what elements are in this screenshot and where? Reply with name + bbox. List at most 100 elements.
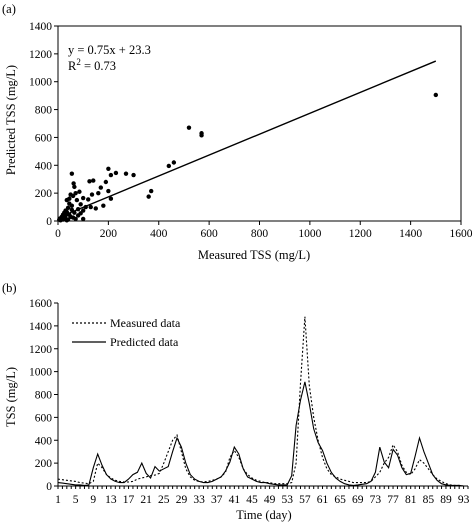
scatter-point-56 bbox=[101, 203, 106, 208]
panel-a-tick-labels: 0 200 400 600 800 1000 1200 1400 1600 0 200 400 600 8… bbox=[29, 21, 473, 240]
series-line-measured bbox=[57, 316, 468, 487]
panel-a-ytick-label-5: 1000 bbox=[29, 77, 52, 89]
scatter-point-11 bbox=[106, 166, 111, 171]
panel-a-xtick-label-3: 600 bbox=[201, 228, 219, 240]
panel-b-ytick-label-1: 200 bbox=[35, 458, 53, 470]
panel-b-xtick-label-15: 61 bbox=[317, 494, 329, 506]
scatter-point-49 bbox=[68, 214, 73, 220]
r2-label: R2 = 0.73 bbox=[68, 57, 116, 73]
panel-b-ytick-label-5: 1000 bbox=[29, 367, 52, 379]
scatter-point-30 bbox=[69, 171, 75, 176]
scatter-point-61 bbox=[77, 189, 82, 194]
scatter-point-29 bbox=[68, 192, 73, 197]
panel-b-ytick-label-7: 1400 bbox=[29, 321, 52, 333]
panel-b-xtick-label-18: 73 bbox=[370, 494, 382, 506]
scatter-point-23 bbox=[78, 202, 83, 207]
panel-b-xtick-label-21: 85 bbox=[423, 494, 435, 506]
panel-b-xtick-label-8: 33 bbox=[193, 494, 205, 506]
scatter-point-54 bbox=[88, 204, 93, 210]
scatter-point-34 bbox=[65, 205, 71, 210]
scatter-point-60 bbox=[69, 203, 75, 208]
series-line-predicted bbox=[57, 381, 468, 487]
scatter-point-8 bbox=[131, 172, 136, 178]
scatter-point-7 bbox=[146, 194, 151, 199]
scatter-point-10 bbox=[113, 170, 119, 176]
scatter-point-55 bbox=[93, 206, 98, 211]
panel-a-ytick-label-3: 600 bbox=[35, 132, 53, 144]
panel-a-xtick-label-4: 800 bbox=[251, 228, 269, 240]
panel-b-ytick-label-0: 0 bbox=[46, 481, 52, 493]
panel-b-xtick-label-5: 21 bbox=[140, 494, 152, 506]
scatter-point-25 bbox=[80, 208, 86, 213]
panel-a-ytick-label-7: 1400 bbox=[29, 21, 52, 33]
panel-b-xtick-label-2: 9 bbox=[90, 494, 96, 506]
panel-a-axes bbox=[54, 25, 462, 225]
panel-a-ytick-label-6: 1200 bbox=[29, 49, 52, 61]
panel-b-series bbox=[57, 316, 468, 487]
scatter-point-12 bbox=[108, 172, 114, 178]
panel-b-xlabel: Time (day) bbox=[236, 508, 291, 522]
panel-b-axes bbox=[54, 302, 469, 489]
panel-b-xtick-label-23: 93 bbox=[458, 494, 470, 506]
panel-b-xtick-label-4: 17 bbox=[123, 494, 135, 506]
scatter-point-20 bbox=[89, 192, 95, 197]
panel-b-xtick-label-6: 25 bbox=[158, 494, 170, 506]
scatter-point-27 bbox=[73, 190, 78, 196]
panel-a-ytick-label-0: 0 bbox=[46, 216, 52, 228]
panel-a-xtick-label-7: 1400 bbox=[399, 228, 422, 240]
panel-b-ytick-label-6: 1200 bbox=[29, 344, 52, 356]
panel-b-xtick-label-0: 1 bbox=[55, 494, 61, 506]
legend-label-predicted: Predicted data bbox=[110, 335, 179, 349]
legend: Measured data Predicted data bbox=[72, 316, 181, 349]
panel-b-xtick-label-3: 13 bbox=[105, 494, 117, 506]
panel-a-xtick-label-2: 400 bbox=[150, 228, 168, 240]
scatter-point-64 bbox=[71, 181, 76, 186]
scatter-point-53 bbox=[80, 216, 86, 222]
panel-a-fit-line bbox=[57, 60, 437, 219]
panel-a-ylabel: Predicted TSS (mg/L) bbox=[4, 65, 18, 175]
panel-b-xtick-label-11: 45 bbox=[246, 494, 258, 506]
panel-b-xtick-label-13: 53 bbox=[281, 494, 293, 506]
panel-b-xtick-label-20: 81 bbox=[405, 494, 417, 506]
fit-equation: y = 0.75x + 23.3 bbox=[68, 43, 151, 57]
scatter-point-16 bbox=[108, 196, 114, 201]
scatter-point-4 bbox=[171, 160, 177, 165]
panel-a-xtick-label-5: 1000 bbox=[298, 228, 321, 240]
panel-b-xtick-label-7: 29 bbox=[176, 494, 188, 506]
regression-line bbox=[57, 60, 437, 219]
scatter-point-32 bbox=[74, 197, 80, 203]
panel-a-ytick-label-2: 400 bbox=[35, 160, 53, 172]
scatter-point-21 bbox=[86, 197, 91, 202]
scatter-point-17 bbox=[96, 190, 101, 196]
panel-a-ytick-label-4: 800 bbox=[35, 105, 53, 117]
panel-a-xtick-label-0: 0 bbox=[55, 228, 61, 240]
r2-value: = 0.73 bbox=[81, 59, 116, 73]
panel-b-ytick-label-8: 1600 bbox=[29, 298, 52, 310]
scatter-point-45 bbox=[73, 216, 78, 222]
scatter-point-6 bbox=[148, 188, 154, 194]
scatter-point-5 bbox=[166, 163, 172, 169]
panel-b-xtick-label-10: 41 bbox=[229, 494, 241, 506]
scatter-point-63 bbox=[64, 197, 70, 203]
panel-b-ytick-label-4: 800 bbox=[35, 390, 53, 402]
scatter-point-31 bbox=[72, 184, 77, 190]
panel-a-tag: (a) bbox=[2, 2, 16, 16]
panel-b-xtick-label-16: 65 bbox=[334, 494, 346, 506]
r2-r: R bbox=[68, 59, 77, 73]
scatter-point-0 bbox=[433, 92, 439, 98]
panel-a: (a) 0 200 400 600 800 1000 1200 1400 1600 0 200 400… bbox=[2, 2, 473, 262]
panel-b-xtick-label-17: 69 bbox=[352, 494, 364, 506]
scatter-point-9 bbox=[123, 171, 129, 176]
panel-b-xtick-label-22: 89 bbox=[440, 494, 452, 506]
panel-a-ytick-label-1: 200 bbox=[35, 188, 53, 200]
scatter-point-59 bbox=[62, 210, 67, 215]
scatter-point-15 bbox=[106, 188, 111, 194]
panel-b: (b) 0 200 400 600 800 1000 1200 1400 1600 1 5 9 13 17… bbox=[2, 281, 470, 522]
scatter-point-13 bbox=[103, 179, 109, 185]
panel-b-tag: (b) bbox=[2, 281, 17, 295]
scatter-point-14 bbox=[98, 185, 104, 190]
panel-b-xtick-label-9: 37 bbox=[211, 494, 223, 506]
panel-a-xlabel: Measured TSS (mg/L) bbox=[198, 248, 310, 262]
scatter-point-58 bbox=[57, 217, 62, 222]
